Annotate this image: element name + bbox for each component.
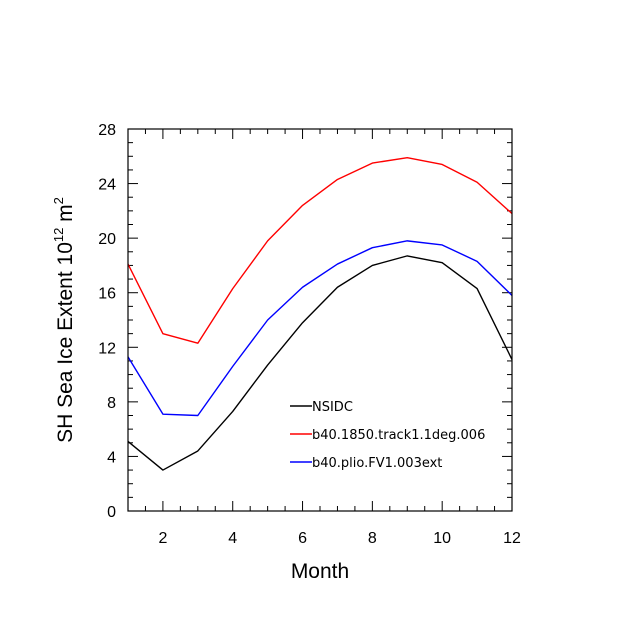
x-axis-title: Month [291,560,349,583]
x-tick-label: 8 [368,530,377,547]
series-layer [127,156,513,471]
legend-label-2: b40.1850.track1.1deg.006 [312,428,485,443]
y-tick-label: 24 [98,177,116,194]
x-tick-label: 10 [433,530,451,547]
series-line-3 [127,240,513,417]
series-line-1 [127,255,513,471]
y-tick-label: 28 [98,122,116,139]
x-tick-label: 4 [228,530,237,547]
y-axis-title-sup-1: 12 [51,228,66,242]
major-ticks [128,128,513,512]
y-tick-label: 8 [107,395,116,412]
plot-frame [127,128,513,512]
y-axis-title-sup-2: 2 [51,197,66,204]
x-tick-label: 6 [298,530,307,547]
y-tick-label: 16 [98,286,116,303]
y-axis-title-mid: m [54,204,77,227]
y-tick-label: 12 [98,340,116,357]
legend-label-3: b40.plio.FV1.003ext [312,456,442,471]
y-axis-title: SH Sea Ice Extent 1012 m2 [51,197,77,443]
minor-ticks [127,129,512,511]
x-tick-label: 12 [503,530,521,547]
x-tick-label: 2 [158,530,167,547]
y-tick-label: 0 [107,504,116,521]
y-tick-label: 4 [107,449,116,466]
legend: NSIDC b40.1850.track1.1deg.006 b40.plio.FV… [290,400,485,471]
legend-label-1: NSIDC [312,400,353,415]
y-tick-label: 20 [98,231,116,248]
series-line-2 [127,156,513,344]
y-axis-title-prefix: SH Sea Ice Extent 10 [54,242,77,443]
